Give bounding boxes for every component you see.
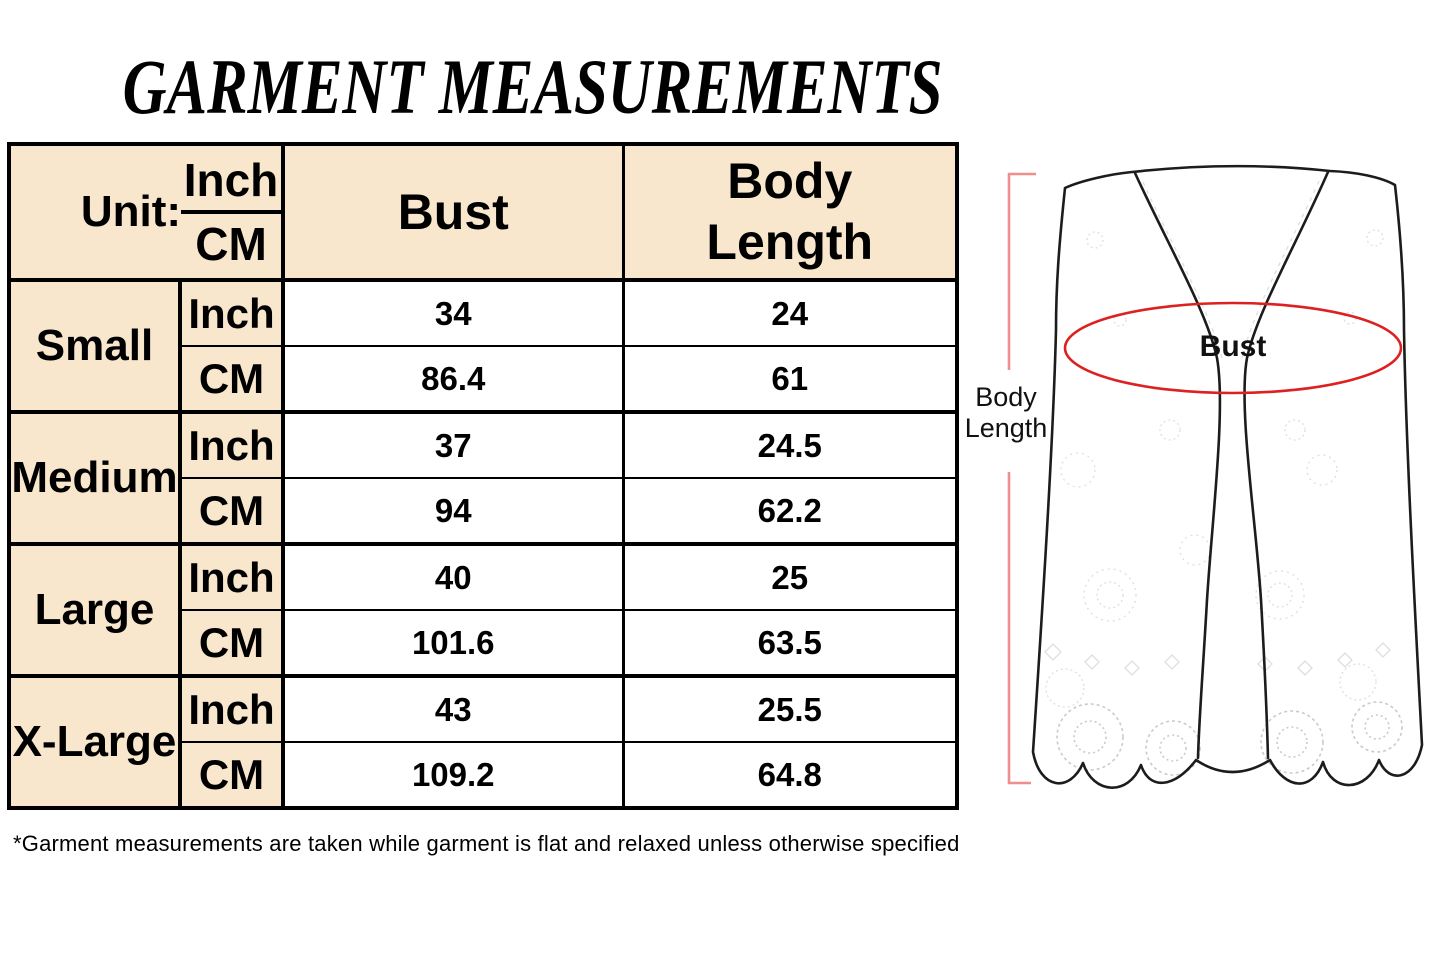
vest-illustration-svg: [1007, 164, 1424, 789]
bust-value: 109.2: [282, 741, 625, 809]
bust-label: Bust: [1199, 330, 1267, 363]
body-length-value: 24: [622, 278, 958, 347]
bust-value: 37: [282, 410, 625, 479]
table-row-large-cm: CM 101.6 63.5: [9, 609, 958, 677]
body-length-value: 24.5: [622, 410, 958, 479]
unit-tag: CM: [179, 741, 285, 809]
page-title-text: GARMENT MEASUREMENTS: [122, 43, 943, 130]
bust-measure-ellipse: [1063, 301, 1403, 395]
bust-value: 40: [282, 542, 625, 611]
column-header-body-length: Body Length: [622, 143, 958, 282]
unit-tag: Inch: [179, 278, 285, 347]
body-length-value: 61: [622, 345, 958, 413]
table-row-xlarge-inch: X-Large Inch 43 25.5: [8, 674, 958, 809]
lace-hem-doilies: [1056, 701, 1403, 776]
unit-header-cell: Unit: Inch CM: [8, 143, 285, 282]
table-row-large-inch: Large Inch 40 25: [8, 542, 958, 677]
unit-cm-label: CM: [195, 218, 267, 270]
garment-diagram: Bust Body Length: [960, 0, 1445, 963]
body-length-label: Body Length: [964, 382, 1048, 444]
bust-value: 94: [282, 477, 625, 545]
column-header-bust: Bust: [282, 143, 625, 282]
page-title: GARMENT MEASUREMENTS: [7, 48, 955, 126]
size-label-xlarge: X-Large: [8, 674, 182, 809]
table-row-medium-inch: Medium Inch 37 24.5: [8, 410, 958, 545]
table-header-row: Unit: Inch CM Bust Body Length: [8, 143, 958, 282]
table-row-medium-cm: CM 94 62.2: [9, 477, 958, 545]
body-length-value: 25: [622, 542, 958, 611]
table-row-small-inch: Small Inch 34 24: [8, 278, 958, 413]
unit-inch-label: Inch: [181, 151, 279, 214]
unit-tag: CM: [179, 609, 285, 677]
body-length-dimension-line: [1007, 172, 1036, 785]
bust-value: 101.6: [282, 609, 625, 677]
bust-value: 34: [282, 278, 625, 347]
measurement-disclaimer: *Garment measurements are taken while ga…: [13, 831, 960, 856]
vest-front-edge-left: [1133, 171, 1222, 760]
unit-tag: CM: [179, 345, 285, 413]
vest-outline: [1031, 164, 1424, 789]
unit-tag: Inch: [179, 674, 285, 743]
bust-value: 86.4: [282, 345, 625, 413]
unit-label: Unit:: [80, 187, 181, 236]
body-length-value: 63.5: [622, 609, 958, 677]
body-length-value: 25.5: [622, 674, 958, 743]
size-label-small: Small: [8, 278, 182, 413]
unit-tag: Inch: [179, 542, 285, 611]
unit-fraction: Inch CM: [181, 146, 279, 276]
unit-tag: Inch: [179, 410, 285, 479]
size-label-large: Large: [8, 542, 182, 677]
unit-tag: CM: [179, 477, 285, 545]
table-row-xlarge-cm: CM 109.2 64.8: [9, 741, 958, 809]
bust-value: 43: [282, 674, 625, 743]
garment-measurements-table: Unit: Inch CM Bust Body Length Small Inc…: [7, 142, 959, 810]
table-row-small-cm: CM 86.4 61: [9, 345, 958, 413]
body-length-value: 64.8: [622, 741, 958, 809]
vest-front-edge-right: [1243, 170, 1330, 760]
size-label-medium: Medium: [8, 410, 182, 545]
body-length-value: 62.2: [622, 477, 958, 545]
